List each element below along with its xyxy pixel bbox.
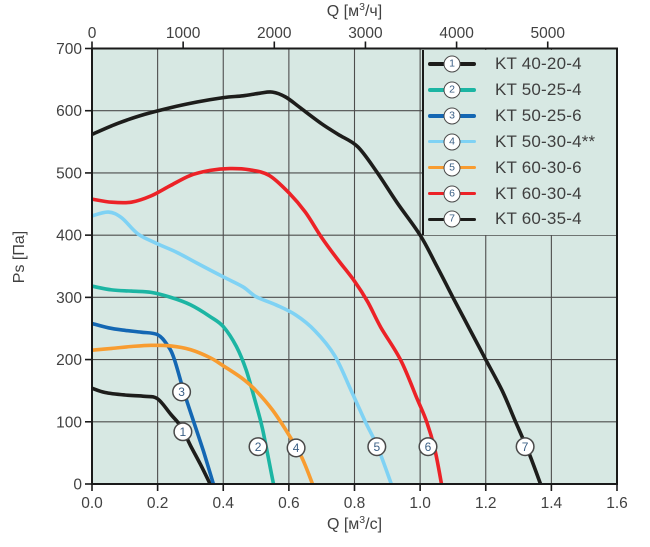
- curve-badge-1: [173, 422, 193, 442]
- tick-label-top: 4000: [439, 25, 474, 42]
- tick-label-bottom: 1.2: [475, 495, 497, 512]
- legend-line-4: 4: [428, 133, 476, 151]
- curve-badge-number-4: 4: [293, 441, 300, 455]
- curve-5: [91, 343, 315, 485]
- curve-badge-2: [248, 437, 268, 457]
- legend-line-7: 7: [428, 210, 476, 228]
- curve-badge-6: [418, 437, 438, 457]
- legend-marker-7: 7: [443, 210, 461, 228]
- legend-item-3: 3 KT 50-25-6: [424, 103, 616, 128]
- curve-badge-number-2: 2: [255, 440, 262, 454]
- legend-item-2: 2 KT 50-25-4: [424, 77, 616, 102]
- curve-badge-number-7: 7: [522, 440, 529, 454]
- curve-2: [91, 284, 276, 485]
- legend-marker-4: 4: [443, 133, 461, 151]
- tick-label-left: 500: [56, 165, 82, 182]
- tick-label-left: 600: [56, 103, 82, 120]
- tick-label-top: 0: [88, 25, 97, 42]
- legend-item-5: 5 KT 60-30-6: [424, 155, 616, 180]
- legend-line-5: 5: [428, 159, 476, 177]
- legend-marker-5: 5: [443, 159, 461, 177]
- tick-label-top: 3000: [348, 25, 383, 42]
- legend-line-1: 1: [428, 55, 476, 73]
- legend-marker-3: 3: [443, 107, 461, 125]
- y-axis-title: Ps [Па]: [11, 230, 28, 284]
- curve-badge-3: [172, 382, 192, 402]
- tick-label-top: 2000: [257, 25, 292, 42]
- legend-label-3: KT 50-25-6: [495, 105, 582, 125]
- tick-label-left: 0: [73, 477, 82, 494]
- tick-label-bottom: 1.0: [409, 495, 431, 512]
- tick-label-bottom: 0.4: [212, 495, 234, 512]
- tick-label-left: 100: [56, 414, 82, 431]
- legend-label-2: KT 50-25-4: [495, 79, 582, 99]
- legend-label-6: KT 60-30-4: [495, 183, 582, 203]
- tick-label-bottom: 1.6: [606, 495, 628, 512]
- legend-label-1: KT 40-20-4: [495, 54, 582, 73]
- curve-badge-number-1: 1: [180, 425, 187, 439]
- legend-label-4: KT 50-30-4**: [495, 131, 596, 151]
- curve-4: [91, 210, 394, 485]
- tick-label-bottom: 0.6: [278, 495, 300, 512]
- legend-marker-2: 2: [443, 81, 461, 99]
- curve-7: [91, 90, 543, 485]
- tick-label-top: 5000: [530, 25, 565, 42]
- legend-label-5: KT 60-30-6: [495, 157, 582, 177]
- x-axis-bottom-title: Q [м3/с]: [326, 514, 383, 533]
- legend-item-6: 6 KT 60-30-4: [424, 181, 616, 206]
- legend: 1 KT 40-20-4 2 KT 50-25-4 3 KT 50-25-6 4…: [422, 49, 616, 235]
- legend-label-7: KT 60-35-4: [495, 209, 582, 229]
- legend-item-1: 1 KT 40-20-4: [424, 52, 616, 77]
- legend-item-7: 7 KT 60-35-4: [424, 207, 616, 232]
- tick-label-left: 700: [56, 41, 82, 58]
- curve-badge-5: [367, 437, 387, 457]
- tick-label-bottom: 0.0: [81, 495, 103, 512]
- tick-label-left: 400: [56, 228, 82, 245]
- tick-label-bottom: 0.2: [147, 495, 169, 512]
- legend-item-4: 4 KT 50-30-4**: [424, 129, 616, 154]
- tick-label-bottom: 1.4: [541, 495, 563, 512]
- curve-badge-number-5: 5: [373, 440, 380, 454]
- curve-badge-4: [286, 438, 306, 458]
- tick-label-left: 300: [56, 290, 82, 307]
- curve-6: [91, 166, 444, 485]
- curve-1: [91, 386, 212, 485]
- legend-marker-6: 6: [443, 185, 461, 203]
- legend-line-2: 2: [428, 81, 476, 99]
- curve-badge-number-6: 6: [425, 440, 432, 454]
- tick-label-left: 200: [56, 352, 82, 369]
- legend-line-6: 6: [428, 185, 476, 203]
- x-axis-top-title: Q [м3/ч]: [326, 1, 383, 20]
- tick-label-bottom: 0.8: [344, 495, 366, 512]
- legend-marker-1: 1: [443, 55, 461, 73]
- curve-badge-7: [515, 437, 535, 457]
- tick-label-top: 1000: [166, 25, 201, 42]
- curve-badge-number-3: 3: [178, 385, 185, 399]
- legend-line-3: 3: [428, 107, 476, 125]
